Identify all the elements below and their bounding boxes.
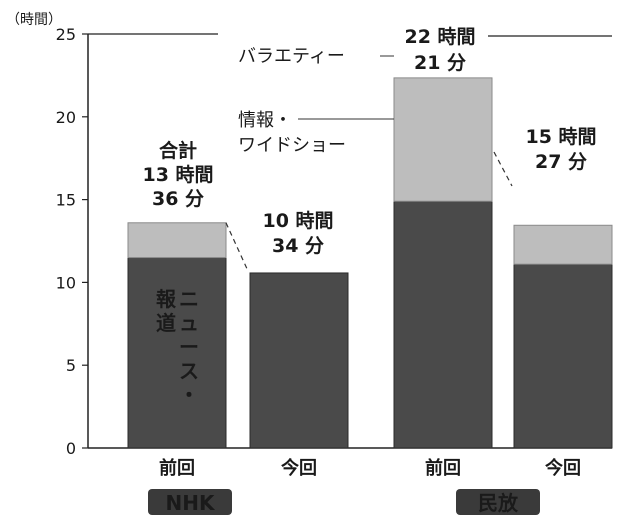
- bar-news-2: [393, 200, 493, 449]
- bar-total-label: 合計: [159, 139, 197, 162]
- group-label: 民放: [478, 491, 519, 515]
- bar-news-3: [513, 263, 613, 449]
- y-tick-label: 5: [66, 356, 76, 375]
- bar-total-label: 34 分: [272, 235, 324, 257]
- bar-total-label: 15 時間: [525, 126, 596, 148]
- y-tick-label: 20: [56, 108, 76, 127]
- bar-news-0: [127, 257, 227, 449]
- x-tick-label: 前回: [425, 457, 461, 479]
- bar-total-label: 22 時間: [404, 26, 475, 48]
- bar-total-label: 36 分: [152, 188, 204, 210]
- series-label-news-char: 道: [156, 311, 176, 335]
- bar-info-3: [513, 224, 613, 265]
- series-label-news-char: ス: [179, 359, 199, 383]
- series-label-news-char: 報: [156, 287, 177, 311]
- bar-info-0: [127, 222, 227, 259]
- bar-news-1: [249, 272, 349, 449]
- y-tick-label: 25: [56, 25, 76, 44]
- series-label-news-char: ・: [179, 383, 199, 407]
- group-badge: [456, 489, 540, 515]
- bar-info-2: [393, 77, 493, 202]
- series-label-news-char: ニ: [179, 287, 199, 311]
- y-tick-label: 15: [56, 191, 76, 210]
- x-tick-label: 前回: [159, 457, 195, 479]
- group-badge: [148, 489, 232, 515]
- group-label: NHK: [166, 491, 216, 515]
- bars: [127, 77, 613, 449]
- series-label-news-char: ー: [179, 335, 199, 359]
- series-label-news-char: ュ: [179, 311, 199, 335]
- x-tick-label: 今回: [545, 457, 581, 479]
- annotation-info-label: 情報・: [238, 110, 292, 131]
- annotation-info-label: ワイドショー: [238, 135, 346, 156]
- connector-nhk: [225, 222, 249, 272]
- y-tick-label: 0: [66, 439, 76, 458]
- y-tick-label: 10: [56, 273, 76, 292]
- x-tick-label: 今回: [281, 457, 317, 479]
- bar-total-label: 10 時間: [262, 210, 333, 232]
- bar-total-label: 21 分: [414, 52, 466, 74]
- annotation-variety-label: バラエティー: [238, 46, 345, 67]
- y-axis-title: （時間）: [6, 12, 62, 28]
- connector-minpo: [493, 151, 513, 187]
- bar-total-label: 13 時間: [142, 164, 213, 186]
- bar-total-label: 27 分: [535, 151, 587, 173]
